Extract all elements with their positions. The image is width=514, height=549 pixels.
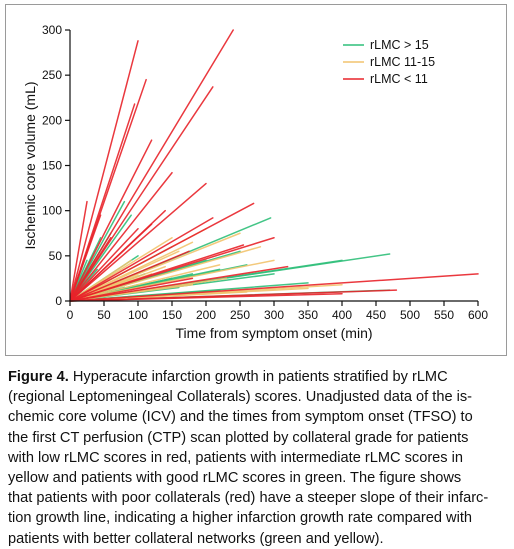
x-tick-label-9: 450 — [366, 308, 386, 322]
series-2-segment-6 — [69, 171, 173, 302]
series-lines — [69, 29, 479, 302]
y-tick-label-3: 150 — [42, 159, 62, 173]
series-1-segment-6 — [69, 264, 221, 302]
x-tick-label-12: 600 — [468, 308, 488, 322]
y-tick-label-6: 300 — [42, 23, 62, 37]
series-1-segment-5 — [69, 246, 262, 302]
x-tick-label-11: 550 — [434, 308, 454, 322]
caption-line-1: (regional Leptomeningeal Collaterals) sc… — [8, 389, 473, 406]
y-axis-title: Ischemic core volume (mL) — [22, 81, 38, 249]
series-2-segment-10 — [69, 182, 207, 302]
caption-text: Hyperacute infarction growth in patients… — [8, 369, 488, 547]
x-tick-label-6: 300 — [264, 308, 284, 322]
chart: 0 50 100 150 200 250 300 0 50 100 150 200 250 300 350 4… — [22, 23, 488, 341]
caption-line-4: with low rLMC scores in red, patients wi… — [8, 449, 464, 466]
x-axis-title: Time from symptom onset (min) — [175, 325, 372, 341]
series-2-segment-11 — [69, 202, 255, 302]
figure-label: Figure 4. — [8, 369, 69, 385]
caption-line-3: the first CT perfusion (CTP) scan plotte… — [8, 429, 469, 446]
y-tick-label-0: 0 — [55, 294, 62, 308]
x-tick-label-4: 200 — [196, 308, 216, 322]
series-2-segment-9 — [69, 227, 139, 302]
legend-label-1: rLMC 11-15 — [370, 55, 435, 69]
series-2-segment-3 — [69, 29, 234, 302]
x-tick-label-10: 500 — [400, 308, 420, 322]
caption-line-0: Hyperacute infarction growth in patients… — [72, 369, 448, 385]
x-tick-label-0: 0 — [67, 308, 74, 322]
y-tick-label-2: 100 — [42, 204, 62, 218]
x-tick-label-5: 250 — [230, 308, 250, 322]
series-2-segment-18 — [69, 265, 289, 302]
series-2-segment-0 — [69, 40, 139, 302]
series-2-segment-2 — [69, 103, 136, 302]
x-tick-label-1: 50 — [97, 308, 111, 322]
series-2-segment-21 — [69, 237, 112, 302]
series-2-segment-22 — [69, 277, 194, 302]
legend-label-2: rLMC < 11 — [370, 72, 428, 86]
series-2-segment-12 — [69, 217, 214, 302]
x-tick-label-3: 150 — [162, 308, 182, 322]
legend-label-0: rLMC > 15 — [370, 38, 429, 52]
legend: rLMC > 15 rLMC 11-15 rLMC < 11 — [343, 38, 435, 86]
y-tick-label-4: 200 — [42, 113, 62, 127]
series-2-segment-5 — [69, 139, 153, 302]
series-2-segment-15 — [69, 250, 190, 302]
caption-line-6: that patients with poor collaterals (red… — [8, 490, 489, 507]
caption-line-2: chemic core volume (ICV) and the times f… — [8, 409, 473, 426]
x-tick-label-7: 350 — [298, 308, 318, 322]
series-2-segment-8 — [69, 223, 153, 302]
caption-line-8: patients with better collateral networks… — [8, 530, 384, 547]
series-2-segment-23 — [69, 293, 343, 302]
figure-caption: Figure 4. Hyperacute infarction growth i… — [8, 367, 508, 549]
series-2-segment-19 — [69, 200, 88, 302]
axes: 0 50 100 150 200 250 300 0 50 100 150 200 250 300 350 4… — [22, 23, 488, 341]
x-tick-label-8: 400 — [332, 308, 352, 322]
y-tick-label-1: 50 — [49, 249, 63, 263]
series-2-segment-14 — [69, 244, 245, 302]
y-tick-label-5: 250 — [42, 68, 62, 82]
caption-line-7: tion growth line, indicating a higher in… — [8, 510, 473, 527]
caption-line-5: yellow and patients with good rLMC score… — [8, 470, 462, 487]
series-2-segment-16 — [69, 273, 479, 302]
series-2-segment-20 — [69, 214, 102, 302]
x-tick-label-2: 100 — [128, 308, 148, 322]
